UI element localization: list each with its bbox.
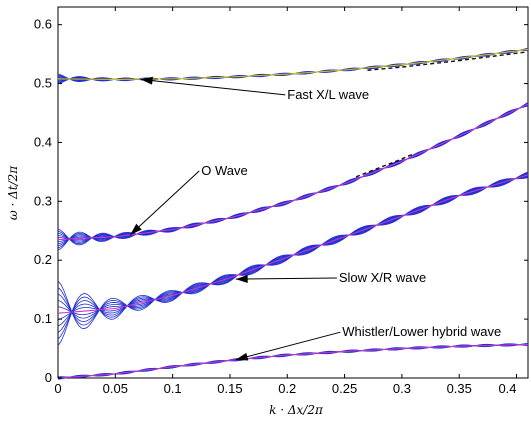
numeric-branch xyxy=(355,153,414,178)
series-whistler xyxy=(57,342,529,380)
annotation: Fast X/L wave xyxy=(140,76,369,102)
y-tick-label: 0.5 xyxy=(34,76,52,91)
annotation-arrow xyxy=(140,78,286,96)
y-tick-label: 0 xyxy=(45,370,52,385)
tick-layer: 0 0.05 0.1 0.15 0.2 0.25 0.3 0.35 0.4 0 0.1 0.2 0.3 0… xyxy=(34,7,528,396)
y-tick-label: 0.1 xyxy=(34,311,52,326)
x-tick-label: 0.05 xyxy=(103,381,128,396)
y-tick-label: 0.3 xyxy=(34,193,52,208)
x-tick-label: 0.2 xyxy=(278,381,296,396)
y-tick-label: 0.4 xyxy=(34,134,52,149)
x-tick-label: 0.1 xyxy=(164,381,182,396)
annotation-label: Fast X/L wave xyxy=(287,87,369,102)
annotation-layer: Fast X/L wave O Wave Slow X/R wave Whistler… xyxy=(129,76,501,361)
arrowhead xyxy=(235,352,249,361)
theory-curve xyxy=(57,174,529,314)
arrowhead xyxy=(140,76,153,85)
annotation: O Wave xyxy=(129,163,248,236)
annotation-arrow xyxy=(235,331,341,361)
x-tick-label: 0.15 xyxy=(217,381,242,396)
series-fast xyxy=(57,47,529,84)
y-tick-label: 0.6 xyxy=(34,17,52,32)
x-tick-label: 0.35 xyxy=(447,381,472,396)
x-tick-label: 0.25 xyxy=(332,381,357,396)
arrowhead xyxy=(130,223,142,235)
x-tick-label: 0.3 xyxy=(393,381,411,396)
theory-curve xyxy=(57,103,529,241)
y-axis-label: ω · Δt/2π xyxy=(6,165,20,220)
annotation-label: Slow X/R wave xyxy=(339,270,426,285)
x-axis-label: k · Δx/2π xyxy=(269,403,324,417)
series-layer xyxy=(57,47,529,380)
annotation: Slow X/R wave xyxy=(235,270,426,285)
y-tick-label: 0.2 xyxy=(34,252,52,267)
theory-curve xyxy=(57,48,529,80)
series-o xyxy=(57,102,529,251)
annotation-label: Whistler/Lower hybrid wave xyxy=(342,324,501,339)
annotation: Whistler/Lower hybrid wave xyxy=(235,324,501,361)
x-tick-label: 0.4 xyxy=(498,381,516,396)
plot-frame xyxy=(57,6,529,379)
arrowhead xyxy=(235,274,248,283)
theory-curve xyxy=(57,343,529,379)
annotation-label: O Wave xyxy=(201,163,247,178)
annotation-arrow xyxy=(129,170,200,236)
series-slow xyxy=(57,171,529,346)
x-tick-label: 0 xyxy=(54,381,61,396)
annotation-arrow xyxy=(235,277,337,280)
numeric-branch xyxy=(367,51,529,71)
